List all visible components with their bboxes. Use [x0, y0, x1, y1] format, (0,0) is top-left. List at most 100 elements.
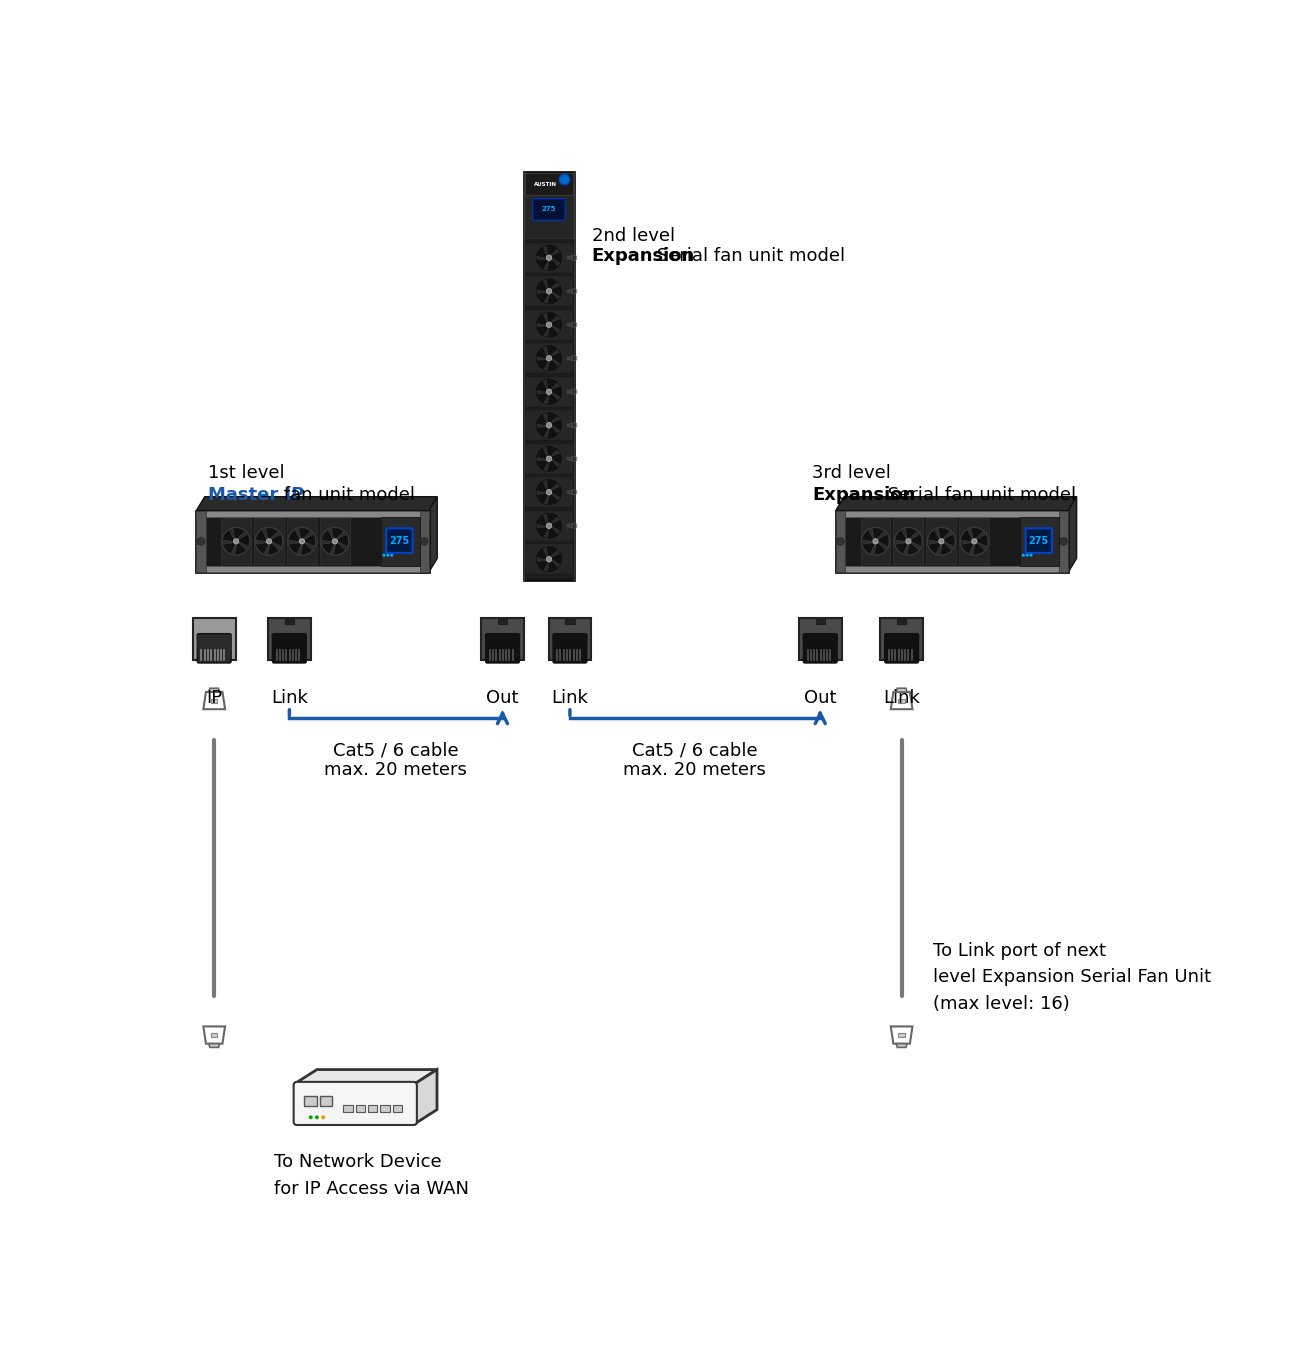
Circle shape	[1022, 554, 1025, 556]
Bar	[815, 619, 824, 623]
Polygon shape	[884, 636, 920, 662]
Bar	[566, 619, 575, 623]
Bar	[196, 566, 429, 573]
Polygon shape	[552, 291, 559, 299]
Polygon shape	[543, 279, 548, 290]
Polygon shape	[543, 514, 548, 525]
Polygon shape	[262, 529, 267, 540]
FancyBboxPatch shape	[532, 198, 566, 220]
Bar	[523, 172, 574, 580]
Polygon shape	[196, 496, 437, 510]
FancyBboxPatch shape	[273, 634, 306, 663]
Polygon shape	[203, 1027, 225, 1043]
Circle shape	[862, 528, 889, 555]
Circle shape	[960, 528, 988, 555]
Polygon shape	[935, 529, 941, 540]
Polygon shape	[270, 532, 280, 540]
Polygon shape	[537, 357, 548, 361]
Circle shape	[873, 539, 879, 544]
Bar	[255, 518, 284, 565]
Circle shape	[255, 528, 283, 555]
FancyBboxPatch shape	[804, 634, 837, 663]
Text: Out: Out	[486, 689, 519, 707]
FancyBboxPatch shape	[486, 634, 519, 663]
FancyBboxPatch shape	[293, 1081, 417, 1125]
Circle shape	[972, 539, 977, 544]
Polygon shape	[549, 450, 559, 457]
Circle shape	[420, 537, 428, 545]
Text: Cat5 / 6 cable: Cat5 / 6 cable	[632, 741, 757, 760]
Polygon shape	[942, 532, 952, 540]
Polygon shape	[544, 294, 549, 303]
FancyBboxPatch shape	[1026, 528, 1052, 552]
Polygon shape	[544, 495, 549, 504]
Polygon shape	[537, 458, 548, 461]
Bar	[320, 518, 350, 565]
Bar	[221, 518, 251, 565]
Polygon shape	[870, 529, 875, 540]
Polygon shape	[289, 540, 300, 544]
Text: 2nd level: 2nd level	[592, 227, 674, 245]
Bar	[368, 1105, 377, 1111]
Circle shape	[535, 545, 563, 573]
Circle shape	[535, 513, 563, 540]
Bar	[420, 510, 429, 573]
Polygon shape	[552, 459, 559, 468]
Polygon shape	[543, 380, 548, 391]
Polygon shape	[257, 540, 267, 544]
Circle shape	[234, 539, 239, 544]
Text: Serial fan unit model: Serial fan unit model	[651, 247, 845, 265]
Text: To Network Device
for IP Access via WAN: To Network Device for IP Access via WAN	[274, 1154, 469, 1197]
Text: AUSTIN: AUSTIN	[534, 182, 557, 186]
Polygon shape	[537, 525, 548, 528]
Polygon shape	[543, 246, 548, 257]
Polygon shape	[537, 257, 548, 260]
Polygon shape	[968, 529, 973, 540]
Polygon shape	[415, 1069, 437, 1124]
Polygon shape	[209, 688, 220, 692]
Bar	[305, 1096, 317, 1106]
Polygon shape	[304, 541, 314, 550]
Polygon shape	[836, 496, 1076, 510]
Circle shape	[547, 457, 552, 462]
Polygon shape	[902, 529, 907, 540]
Circle shape	[322, 1115, 326, 1120]
Text: Out: Out	[804, 689, 836, 707]
Circle shape	[535, 478, 563, 506]
Polygon shape	[552, 392, 559, 401]
Polygon shape	[969, 543, 975, 554]
Circle shape	[547, 288, 552, 294]
Polygon shape	[863, 540, 873, 544]
Bar	[381, 517, 420, 566]
Text: max. 20 meters: max. 20 meters	[324, 761, 466, 779]
Polygon shape	[203, 692, 225, 709]
Circle shape	[300, 539, 305, 544]
Text: Expansion: Expansion	[813, 485, 916, 504]
Polygon shape	[295, 1069, 437, 1084]
Bar	[898, 699, 904, 703]
Polygon shape	[552, 258, 559, 267]
Text: Expansion: Expansion	[592, 247, 695, 265]
FancyBboxPatch shape	[880, 618, 922, 660]
Polygon shape	[336, 532, 345, 540]
Bar	[1059, 510, 1068, 573]
Polygon shape	[897, 1043, 907, 1047]
Polygon shape	[549, 484, 559, 491]
Bar	[526, 276, 572, 306]
Polygon shape	[231, 543, 236, 554]
Bar	[836, 566, 1068, 573]
Bar	[526, 343, 572, 373]
Circle shape	[894, 528, 922, 555]
Text: 3rd level: 3rd level	[813, 465, 891, 483]
FancyBboxPatch shape	[885, 634, 919, 663]
Polygon shape	[552, 425, 559, 433]
Circle shape	[535, 411, 563, 439]
Bar	[526, 309, 572, 340]
Circle shape	[547, 489, 552, 495]
Polygon shape	[549, 551, 559, 558]
Bar	[836, 510, 1068, 573]
Polygon shape	[876, 532, 886, 540]
Bar	[926, 518, 956, 565]
Circle shape	[906, 539, 911, 544]
Polygon shape	[544, 327, 549, 336]
